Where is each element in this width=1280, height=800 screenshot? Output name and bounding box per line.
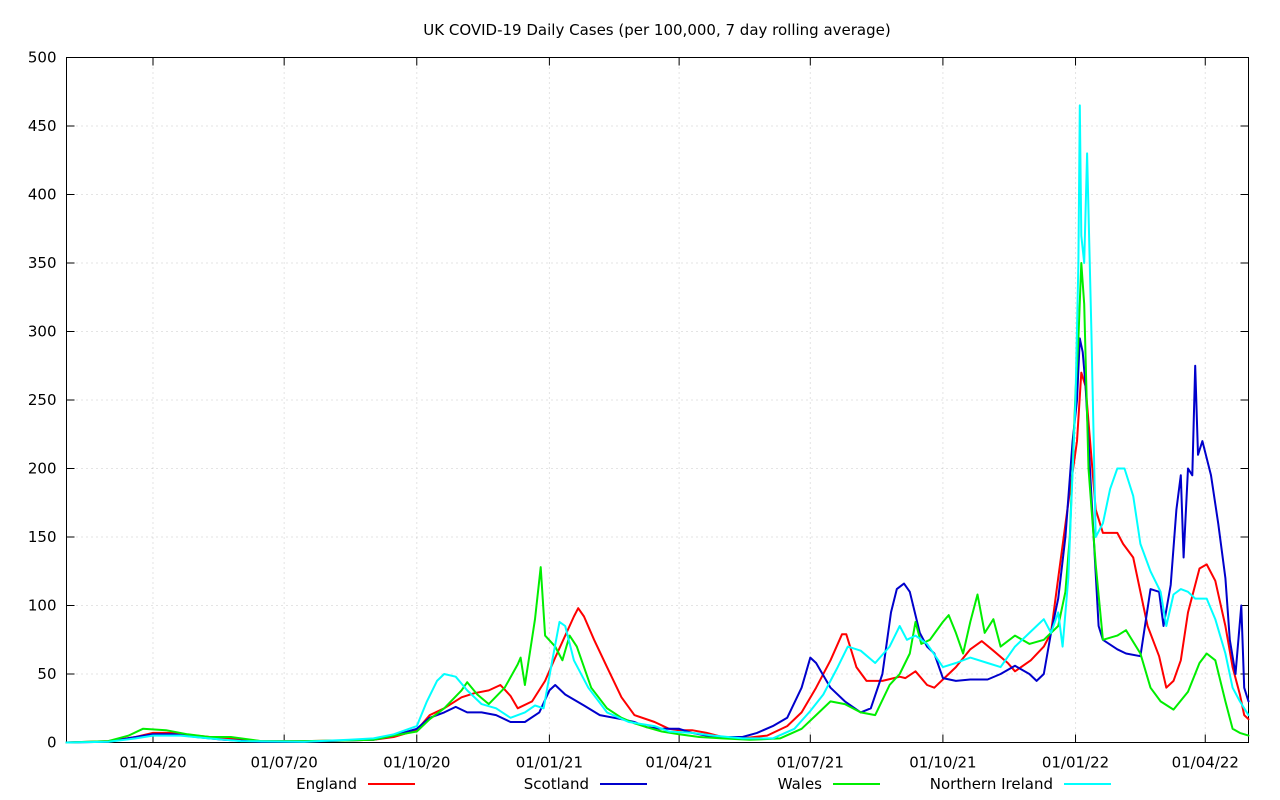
x-tick-label: 01/04/20 — [119, 754, 186, 772]
y-tick-label: 150 — [28, 528, 57, 546]
legend-label-wales: Wales — [778, 775, 822, 793]
series-line-england — [65, 371, 1250, 744]
x-tick-label: 01/04/22 — [1172, 754, 1239, 772]
y-tick-label: 350 — [28, 254, 57, 272]
y-tick-label: 300 — [28, 323, 57, 341]
y-tick-label: 400 — [28, 186, 57, 204]
x-tick-label: 01/10/20 — [383, 754, 450, 772]
legend: England Scotland Wales Northern Ireland — [296, 775, 1111, 793]
y-tick-label: 100 — [28, 597, 57, 615]
x-tick-label: 01/01/22 — [1042, 754, 1109, 772]
x-tick-label: 01/07/21 — [777, 754, 844, 772]
y-tick-label: 500 — [28, 49, 57, 67]
y-tick-label: 450 — [28, 117, 57, 135]
x-tick-label: 01/07/20 — [250, 754, 317, 772]
x-tick-label: 01/04/21 — [645, 754, 712, 772]
legend-label-northern-ireland: Northern Ireland — [930, 775, 1053, 793]
x-tick-label: 01/01/21 — [516, 754, 583, 772]
y-tick-label: 250 — [28, 391, 57, 409]
x-tick-label: 01/10/21 — [909, 754, 976, 772]
series-lines — [65, 104, 1250, 744]
series-line-northern-ireland — [65, 104, 1250, 744]
gridlines — [66, 57, 1249, 743]
series-line-scotland — [65, 337, 1250, 744]
chart-title: UK COVID-19 Daily Cases (per 100,000, 7 … — [423, 21, 890, 39]
series-line-wales — [65, 262, 1250, 744]
legend-label-england: England — [296, 775, 357, 793]
axes: 0 50 100 150 200 250 300 350 400 450 500 01/04/20 01… — [28, 49, 1249, 772]
y-tick-label: 0 — [47, 734, 57, 752]
y-tick-label: 50 — [37, 665, 56, 683]
legend-label-scotland: Scotland — [524, 775, 589, 793]
y-tick-label: 200 — [28, 460, 57, 478]
